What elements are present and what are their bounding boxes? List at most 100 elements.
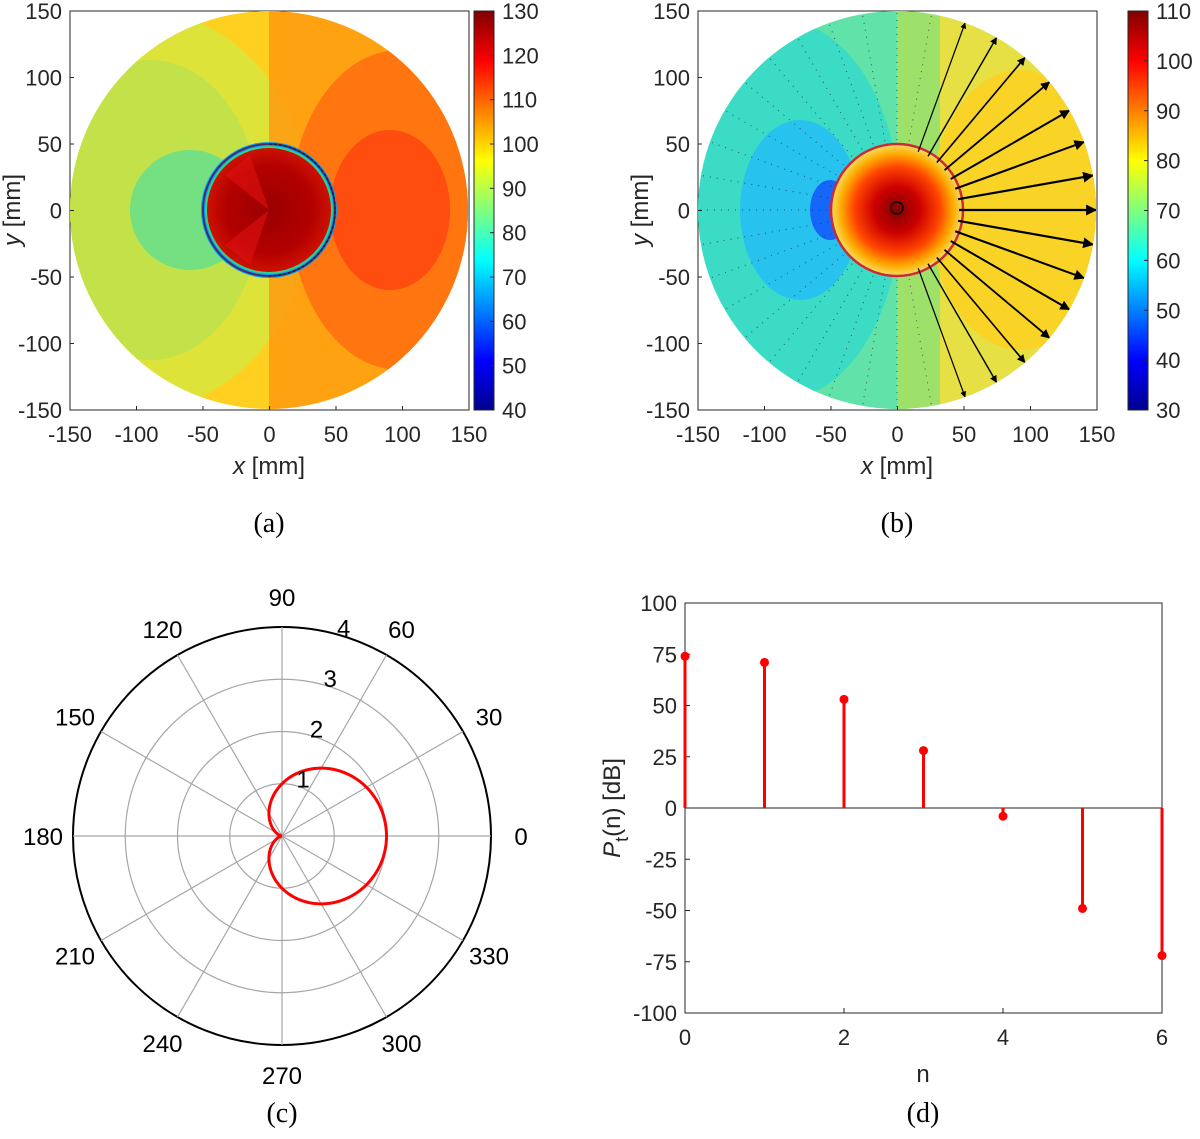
panel-b-cbar-tick-label: 50	[1156, 298, 1180, 323]
panel-a-xtick-label: 0	[263, 422, 275, 447]
panel-a-cbar-tick-label: 40	[502, 398, 526, 423]
intensity-streamline	[744, 81, 844, 166]
polar-curve	[267, 766, 388, 906]
panel-a: -150 -100 -50 0 50 100 150 -150 -100 -50 0 50 100 150…	[0, 0, 539, 539]
panel-b-xtick-label: 100	[1012, 422, 1049, 447]
panel-b-cbar-tick-label: 70	[1156, 199, 1180, 224]
polar-spoke	[281, 835, 464, 942]
panel-b-xtick-label: -100	[742, 422, 786, 447]
polar-spoke	[281, 730, 464, 837]
intensity-streamline	[861, 278, 886, 407]
panel-a-xlabel: x [mm]	[232, 453, 305, 480]
panel-b-cbar-tick-label: 100	[1156, 49, 1193, 74]
panel-a-xtick-label: 50	[324, 422, 348, 447]
intensity-streamline	[797, 37, 863, 150]
panel-a-cbar-tick-label: 130	[502, 0, 539, 24]
panel-a-cbar-tick-label: 120	[502, 43, 539, 68]
panel-d-ytick-label: 50	[653, 694, 677, 719]
intensity-streamline	[744, 254, 844, 339]
intensity-streamline	[768, 263, 853, 363]
panel-b-xtick-label: 50	[952, 422, 976, 447]
intensity-arrow	[927, 263, 998, 383]
polar-r-label: 1	[296, 767, 309, 794]
panel-b-xtick-label: 0	[891, 422, 903, 447]
polar-theta-label: 300	[381, 1031, 421, 1058]
panel-b-ytick-label: 150	[653, 0, 690, 24]
panel-b-ytick-label: 50	[666, 132, 690, 157]
polar-theta-label: 270	[262, 1063, 302, 1090]
polar-theta-label: 180	[23, 824, 63, 851]
polar-theta-label: 0	[514, 824, 527, 851]
intensity-streamline	[700, 174, 829, 199]
panel-a-xtick-label: -100	[114, 422, 158, 447]
panel-d-ytick-label: 100	[640, 591, 677, 616]
polar-theta-label: 330	[469, 944, 509, 971]
panel-b-ytick-label: -150	[646, 398, 690, 423]
polar-r-label: 4	[337, 615, 350, 642]
polar-r-label: 3	[323, 666, 336, 693]
polar-theta-label: 210	[55, 944, 95, 971]
intensity-streamline	[724, 244, 837, 310]
panel-b-ylabel: y [mm]	[627, 174, 654, 248]
intensity-streamline	[828, 275, 874, 398]
stem-marker	[1078, 903, 1087, 913]
panel-a-cbar-tick-label: 110	[502, 88, 537, 113]
panel-b-xtick-label: -150	[676, 422, 720, 447]
panel-d-ytick-label: -100	[633, 1001, 677, 1026]
intensity-streamline	[709, 233, 832, 279]
panel-a-colorbar	[473, 10, 495, 411]
panel-b-ytick-label: 100	[653, 66, 690, 91]
polar-theta-label: 60	[388, 617, 415, 644]
panel-d: 0 2 4 6 -100 -75 -50 -25 0 25 50 75 100 n Pt(n) [dB]…	[599, 591, 1168, 1129]
panel-d-ytick-label: -25	[645, 847, 677, 872]
intensity-streamline	[700, 221, 829, 246]
stem-marker	[680, 651, 690, 661]
panel-b: -150 -100 -50 0 50 100 150 -150 -100 -50 0 50 100 150…	[627, 0, 1193, 539]
panel-a-caption: (a)	[253, 508, 284, 539]
polar-theta-label: 30	[476, 705, 503, 732]
intensity-arrow	[950, 109, 1071, 180]
panel-d-ytick-label: 75	[653, 642, 677, 667]
stem-marker	[760, 657, 769, 667]
panel-a-cbar-tick-label: 60	[502, 309, 526, 334]
stem-marker	[1157, 951, 1167, 961]
polar-theta-label: 120	[142, 617, 182, 644]
panel-b-cbar-tick-label: 90	[1156, 99, 1180, 124]
stem-marker	[919, 746, 928, 756]
panel-c-caption: (c)	[266, 1098, 297, 1129]
panel-a-cbar-tick-label: 90	[502, 176, 526, 201]
intensity-arrow	[957, 219, 1095, 249]
panel-a-ytick-label: 50	[38, 132, 62, 157]
panel-b-ytick-label: -100	[646, 332, 690, 357]
panel-d-xlabel: n	[916, 1061, 929, 1088]
panel-b-intensity-arrows	[698, 11, 1096, 409]
panel-b-ytick-label: 0	[678, 199, 690, 224]
intensity-streamline	[908, 278, 933, 407]
intensity-streamline	[797, 270, 863, 383]
panel-d-ytick-label: 0	[665, 796, 677, 821]
intensity-arrow	[957, 171, 1095, 201]
polar-theta-label: 240	[142, 1031, 182, 1058]
panel-b-cbar-tick-label: 40	[1156, 348, 1180, 373]
intensity-streamline	[828, 22, 874, 145]
panel-b-cbar-tick-label: 110	[1156, 0, 1191, 24]
intensity-arrow	[917, 22, 967, 152]
panel-b-ytick-label: -50	[658, 265, 690, 290]
polar-spoke	[176, 835, 283, 1018]
polar-spoke	[281, 835, 388, 1018]
panel-a-xtick-label: 100	[384, 422, 421, 447]
panel-b-xlabel: x [mm]	[860, 453, 933, 480]
panel-a-ytick-label: 150	[25, 0, 62, 24]
polar-spoke	[281, 654, 388, 837]
panel-a-ytick-label: -150	[18, 398, 62, 423]
stem-marker	[839, 694, 849, 704]
panel-a-cbar-tick-label: 80	[502, 221, 526, 246]
intensity-arrow	[950, 240, 1071, 311]
polar-theta-label: 90	[269, 585, 296, 612]
panel-a-cbar-tick-label: 70	[502, 265, 526, 290]
intensity-arrow	[917, 268, 967, 398]
panel-a-xtick-label: -150	[48, 422, 92, 447]
panel-b-xtick-label: -50	[815, 422, 847, 447]
